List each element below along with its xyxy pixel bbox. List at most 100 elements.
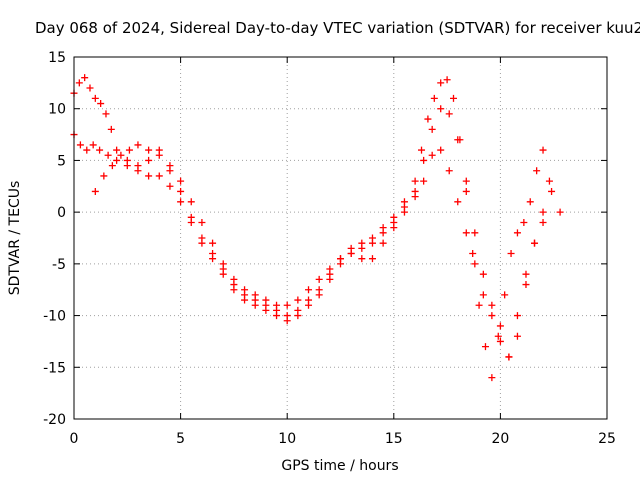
data-point [294,296,302,304]
data-point [548,187,556,195]
data-point [283,301,291,309]
data-point [305,301,313,309]
data-point [104,151,112,159]
grid-layer [74,57,607,419]
data-point [113,156,121,164]
data-point [155,151,163,159]
data-point [379,229,387,237]
data-point [326,265,334,273]
data-point [428,151,436,159]
data-point [469,250,477,258]
data-point [488,301,496,309]
data-point [420,156,428,164]
x-axis-label: GPS time / hours [281,458,398,474]
data-point [76,141,84,149]
data-point [86,84,94,92]
data-points-layer [70,74,564,382]
data-point [166,182,174,190]
data-point [305,286,313,294]
data-point [117,151,125,159]
data-point [134,167,142,175]
data-point [166,162,174,170]
data-point [424,115,432,123]
y-tick-label: -10 [43,309,66,325]
data-point [481,343,489,351]
y-tick-label: 5 [57,153,66,169]
y-tick-label: 0 [57,205,66,221]
data-point [108,162,116,170]
data-point [513,229,521,237]
data-point [262,306,270,314]
data-point [100,172,108,180]
data-point [556,208,564,216]
data-point [145,156,153,164]
data-point [443,76,451,84]
data-point [134,141,142,149]
data-point [187,198,195,206]
data-point [262,296,270,304]
data-point [91,187,99,195]
x-tick-label: 20 [491,431,509,447]
data-point [531,239,539,247]
data-point [539,146,547,154]
data-point [501,291,509,299]
data-point [241,296,249,304]
data-point [462,187,470,195]
data-point [496,337,504,345]
data-point [230,275,238,283]
data-point [230,286,238,294]
data-point [368,239,376,247]
data-point [219,270,227,278]
data-point [454,136,462,144]
data-point [123,162,131,170]
data-point [81,74,89,82]
data-point [379,239,387,247]
data-point [209,255,217,263]
y-tick-label: -15 [43,360,66,376]
data-point [177,177,185,185]
data-point [315,275,323,283]
data-point [89,141,97,149]
data-point [513,332,521,340]
data-point [83,146,91,154]
data-point [113,146,121,154]
data-point [545,177,553,185]
data-point [368,255,376,263]
data-point [437,79,445,87]
data-point [125,146,133,154]
y-tick-label: 10 [48,102,66,118]
data-point [522,270,530,278]
data-point [479,291,487,299]
data-point [449,94,457,102]
data-point [539,208,547,216]
chart-title: Day 068 of 2024, Sidereal Day-to-day VTE… [35,19,640,37]
series-arc-2 [70,105,564,361]
data-point [251,291,259,299]
data-point [526,198,534,206]
data-point [454,198,462,206]
data-point [400,208,408,216]
y-tick-label: 15 [48,50,66,66]
data-point [462,177,470,185]
data-point [496,322,504,330]
data-point [420,177,428,185]
data-point [273,301,281,309]
data-point [494,332,502,340]
data-point [358,244,366,252]
data-point [91,94,99,102]
data-point [445,110,453,118]
data-point [513,312,521,320]
data-point [430,94,438,102]
data-point [411,193,419,201]
plot-frame [73,56,608,420]
x-tick-label: 0 [70,431,79,447]
data-point [187,218,195,226]
data-point [145,146,153,154]
data-point [209,239,217,247]
data-point [488,312,496,320]
data-point [445,167,453,175]
data-point [198,218,206,226]
data-point [475,301,483,309]
y-tick-label: -5 [52,257,66,273]
